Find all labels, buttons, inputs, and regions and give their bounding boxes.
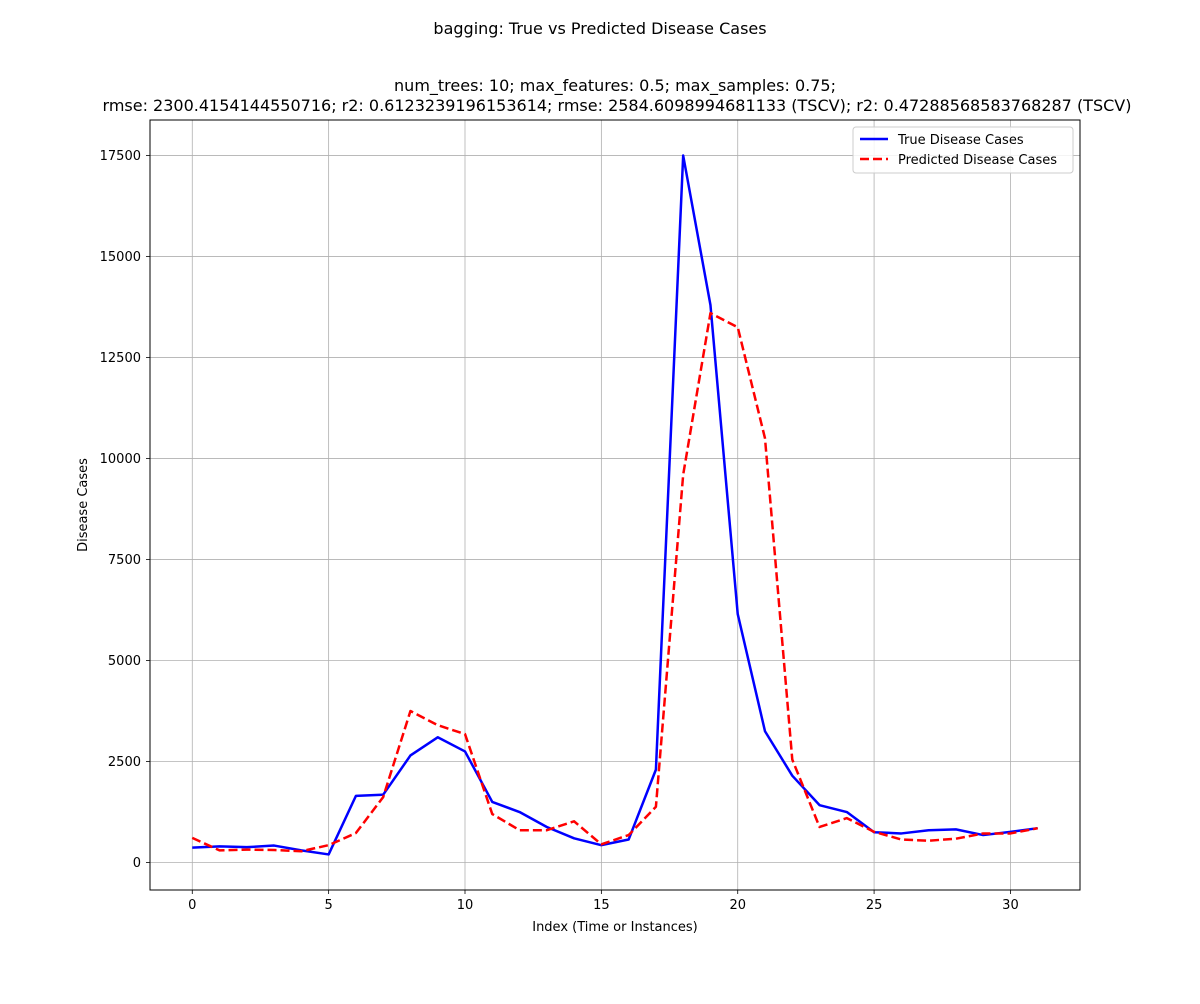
legend: True Disease Cases Predicted Disease Cas… — [852, 126, 1074, 174]
plot-frame — [149, 119, 1081, 891]
series-line-true — [192, 154, 1038, 856]
x-tick-label: 0 — [188, 898, 196, 913]
y-tick-label: 7500 — [108, 553, 141, 568]
plot-series — [191, 154, 1038, 856]
grid — [150, 120, 1080, 890]
y-tick-label: 15000 — [100, 250, 141, 265]
x-tick-label: 15 — [593, 898, 610, 913]
x-tick-label: 20 — [729, 898, 746, 913]
y-tick-label: 17500 — [100, 149, 141, 164]
y-tick-label: 0 — [133, 856, 141, 871]
y-tick-label: 5000 — [108, 654, 141, 669]
x-tick-label: 25 — [866, 898, 883, 913]
chart-suptitle: bagging: True vs Predicted Disease Cases — [433, 19, 766, 38]
x-axis-label: Index (Time or Instances) — [532, 920, 698, 935]
axis-ticks: 0 5 10 15 20 25 30 0 2500 5000 7500 10000 12500 15000… — [100, 149, 1019, 913]
x-tick-label: 30 — [1002, 898, 1019, 913]
legend-box — [852, 126, 1074, 174]
legend-label-true: True Disease Cases — [897, 133, 1024, 148]
chart-title-line2: rmse: 2300.4154144550716; r2: 0.61232391… — [103, 96, 1132, 115]
series-line-predicted — [191, 311, 1038, 853]
y-tick-label: 2500 — [108, 755, 141, 770]
chart-title-line1: num_trees: 10; max_features: 0.5; max_sa… — [394, 76, 836, 96]
y-tick-label: 10000 — [100, 452, 141, 467]
legend-label-predicted: Predicted Disease Cases — [898, 153, 1057, 168]
y-axis-label: Disease Cases — [76, 458, 91, 552]
y-tick-label: 12500 — [100, 351, 141, 366]
x-tick-label: 10 — [457, 898, 474, 913]
x-tick-label: 5 — [324, 898, 332, 913]
